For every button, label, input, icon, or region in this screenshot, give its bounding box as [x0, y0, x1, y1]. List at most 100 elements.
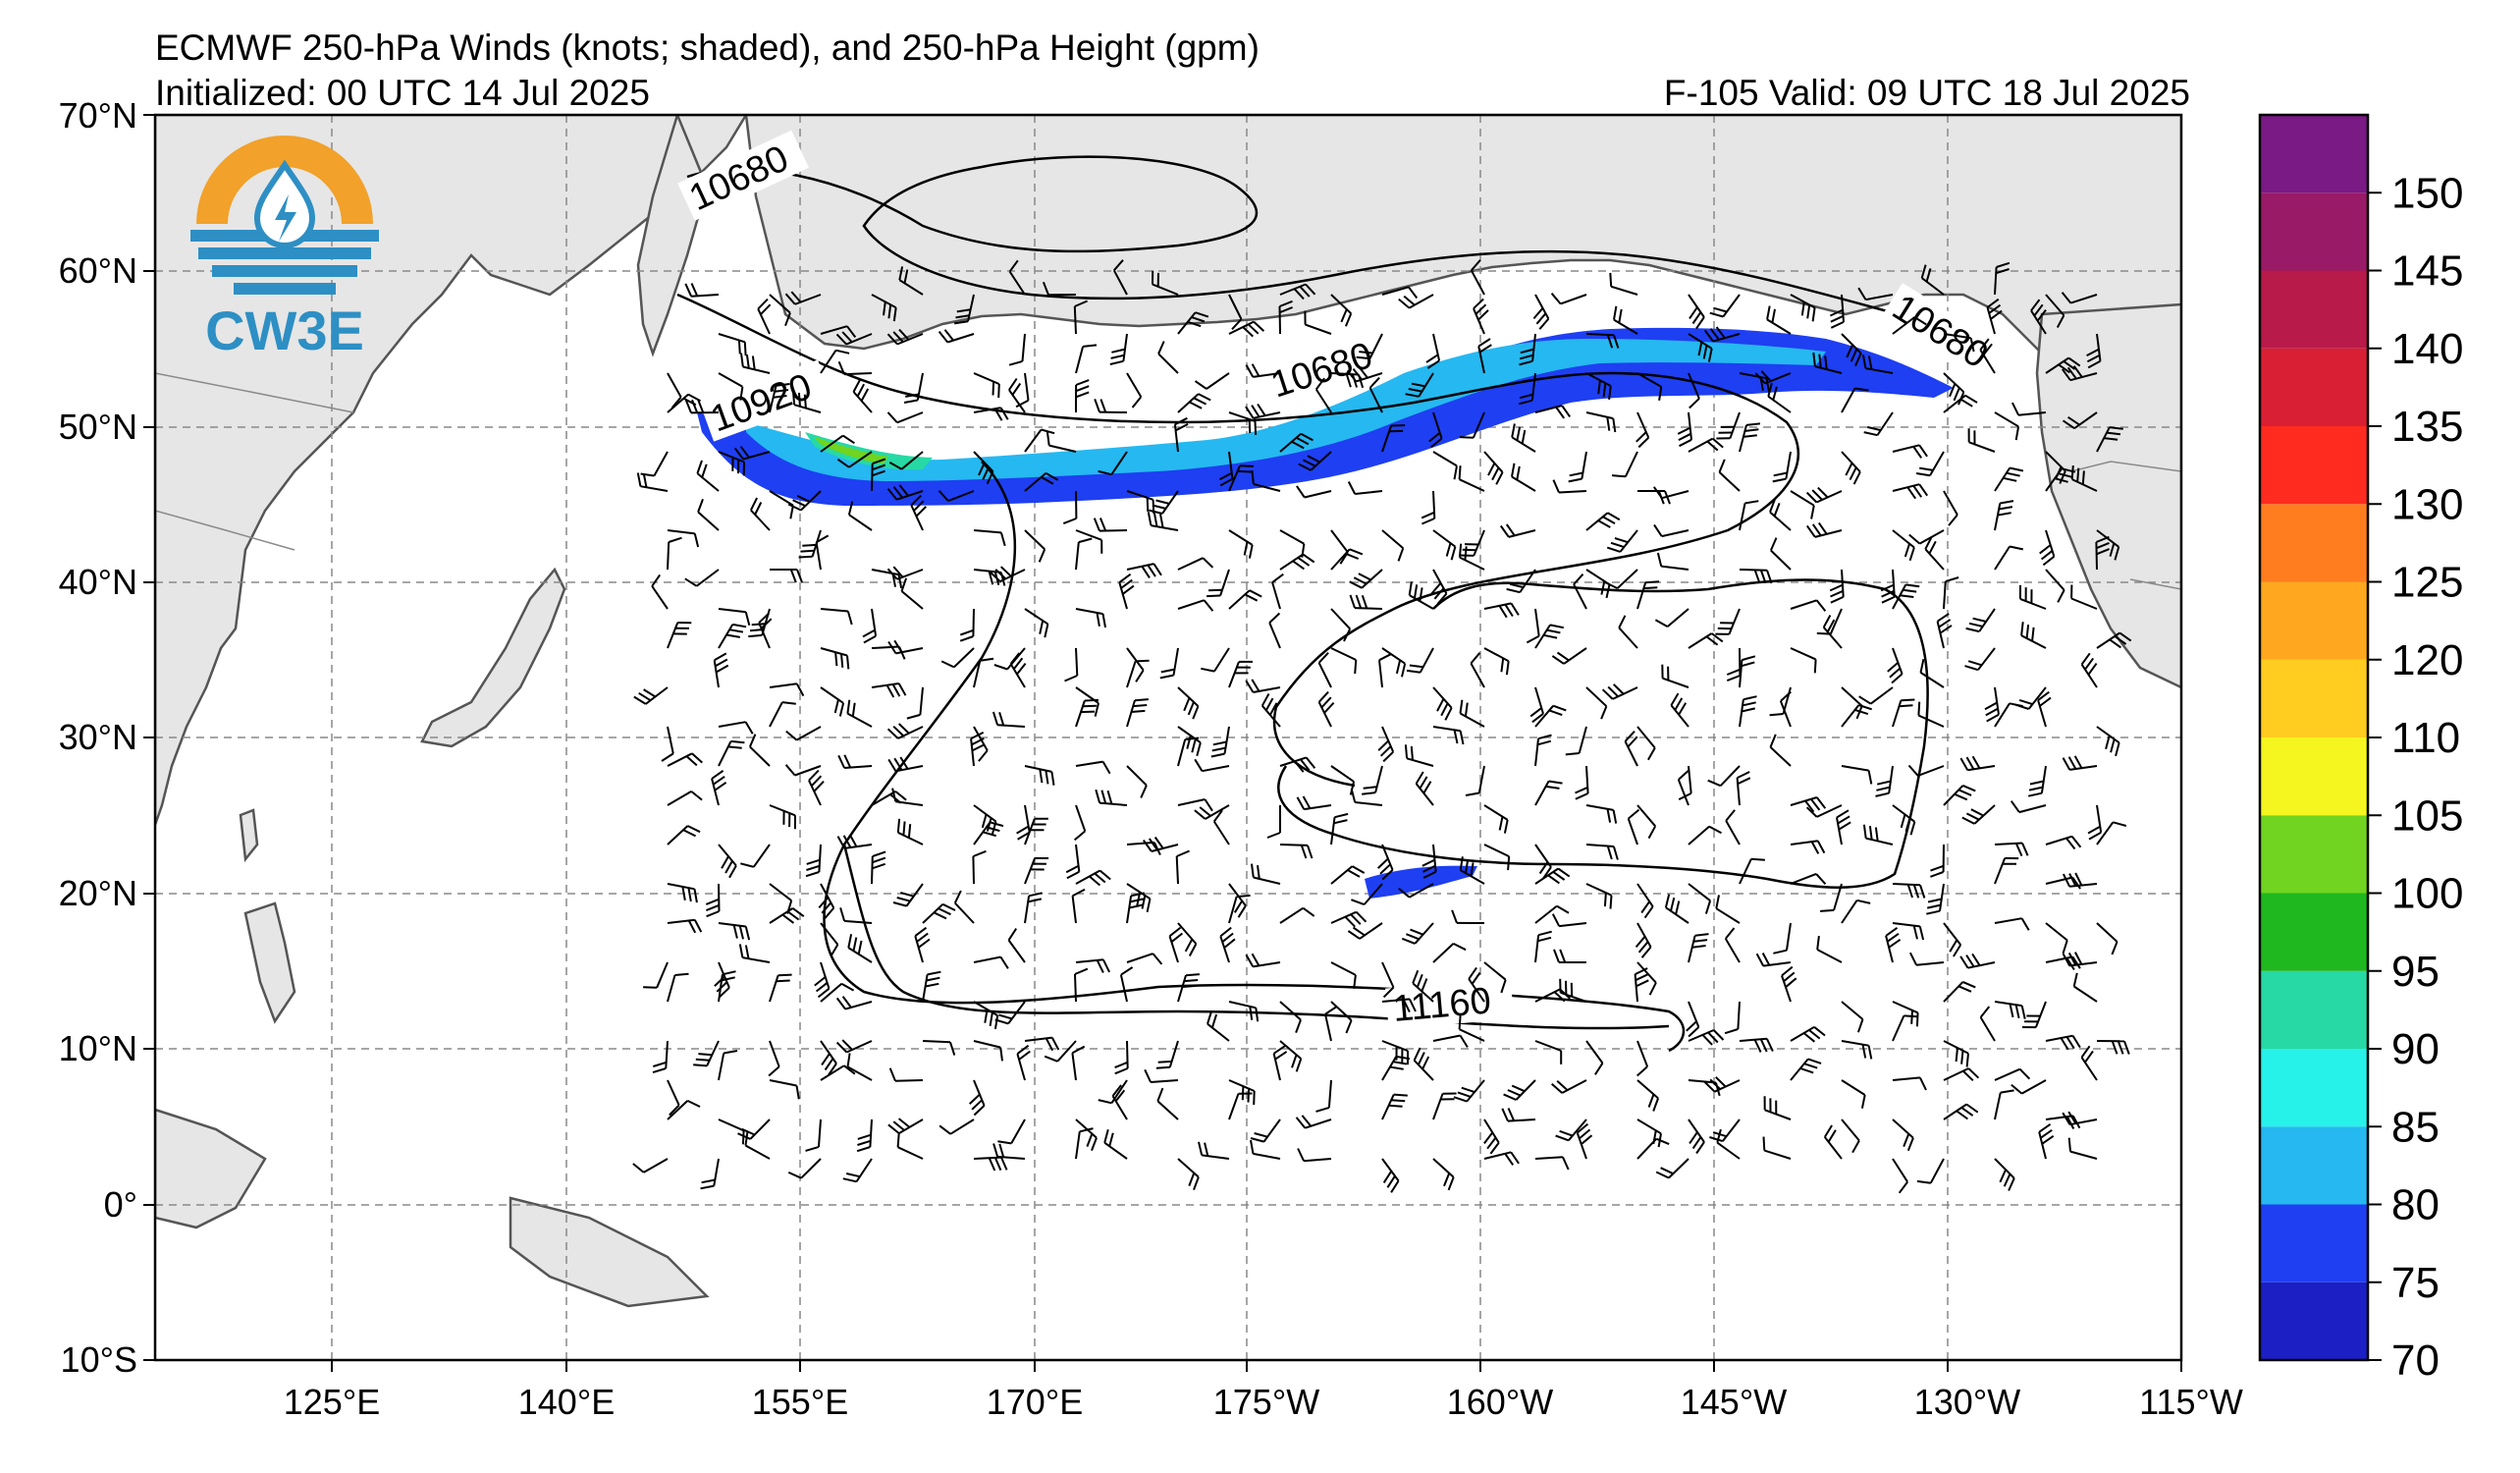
wind-barb-feather [1817, 486, 1829, 499]
wind-barb-feather [1340, 308, 1348, 323]
wind-barb [1636, 372, 1662, 388]
wind-barb [1355, 372, 1383, 383]
wind-barb-feather [789, 505, 794, 519]
wind-barb [1865, 837, 1894, 846]
wind-barb-feather [2039, 544, 2052, 555]
wind-barb-feather [1468, 966, 1477, 980]
wind-barb-feather [953, 890, 962, 904]
colorbar-swatch [2260, 426, 2368, 505]
wind-barb-feather [840, 982, 855, 992]
wind-barb [2040, 765, 2047, 793]
land-alaska [744, 115, 2181, 464]
wind-barb-feather [1829, 583, 1844, 592]
wind-barb-feather [1594, 1063, 1604, 1075]
wind-barb-feather [1612, 846, 1619, 860]
wind-barb-feather [1827, 1129, 1837, 1143]
colorbar-swatch [2260, 115, 2368, 193]
wind-barb [1414, 922, 1434, 945]
wind-barb-feather [978, 749, 989, 762]
wind-barb [1769, 511, 1792, 531]
wind-barb [815, 542, 822, 571]
wind-barb [1739, 660, 1743, 688]
wind-barb [1110, 451, 1128, 475]
wind-barb-feather [1042, 281, 1049, 296]
wind-barb [1508, 529, 1536, 538]
wind-barb-feather [2057, 589, 2065, 603]
wind-barb [757, 308, 771, 335]
wind-barb [1432, 569, 1448, 594]
wind-barb [1618, 627, 1638, 649]
wind-barb-feather [892, 486, 903, 499]
wind-barb-feather [1305, 756, 1316, 769]
wind-barb-feather [1959, 757, 1969, 771]
wind-barb [1833, 883, 1843, 911]
wind-barb-feather [1903, 1014, 1918, 1018]
wind-barb-feather [636, 472, 642, 487]
wind-barb-feather [846, 611, 853, 626]
wind-barb-feather [1426, 359, 1440, 369]
initialized-time: Initialized: 00 UTC 14 Jul 2025 [155, 73, 650, 113]
wind-barb-feather [1543, 633, 1558, 639]
wind-barb-feather [1194, 758, 1204, 772]
wind-barb [1613, 318, 1638, 335]
wind-barb [711, 778, 720, 806]
wind-barb-feather [1141, 566, 1151, 578]
wind-barb-feather [1753, 1039, 1762, 1053]
wind-barb-feather [1354, 659, 1358, 675]
wind-barb [1330, 765, 1355, 783]
wind-barb-feather [1635, 967, 1648, 976]
wind-barb [1483, 1118, 1500, 1144]
wind-barb-feather [1210, 1013, 1218, 1028]
wind-barb-feather [938, 907, 951, 916]
wind-barb-feather [1491, 466, 1500, 481]
wind-barb-feather [806, 858, 821, 865]
wind-barb [1099, 529, 1128, 532]
wind-barb-feather [1507, 856, 1511, 871]
wind-barb [1432, 529, 1456, 548]
wind-barb [1924, 548, 1945, 571]
wind-barb-feather [902, 821, 906, 836]
wind-barb [1008, 389, 1026, 413]
wind-barb-feather [1741, 661, 1755, 668]
wind-barb [1763, 961, 1792, 967]
wind-barb-feather [2059, 470, 2066, 484]
wind-barb-feather [1930, 864, 1945, 872]
wind-barb [1483, 1151, 1512, 1160]
wind-barb-feather [1098, 469, 1112, 476]
wind-barb-feather [1813, 1026, 1826, 1037]
wind-barb-feather [843, 1064, 856, 1075]
wind-barb [896, 411, 924, 424]
lon-label: 160°W [1447, 1382, 1553, 1422]
wind-barb-feather [1640, 900, 1651, 914]
wind-barb [1688, 1029, 1715, 1042]
wind-barb-feather [1075, 379, 1090, 386]
wind-barb [1688, 825, 1710, 846]
wind-barb [1725, 820, 1741, 846]
wind-barb [758, 622, 771, 649]
lat-ticks [143, 114, 155, 1361]
wind-barb-feather [1611, 474, 1626, 478]
wind-barb [718, 974, 724, 1003]
wind-barb-feather [1982, 343, 1993, 356]
wind-barb [1330, 1001, 1353, 1021]
wind-barb-feather [1960, 1107, 1974, 1117]
wind-barb [769, 701, 783, 728]
wind-barb [2073, 985, 2098, 1003]
wind-barb [1151, 1079, 1179, 1083]
wind-barb-feather [773, 395, 787, 399]
wind-barb-feather [1766, 305, 1771, 320]
height-contours [676, 155, 1935, 1053]
wind-barb-feather [1279, 306, 1293, 314]
wind-barb-feather [1653, 523, 1663, 537]
wind-barb-feather [840, 653, 844, 668]
wind-barb-feather [1146, 898, 1152, 913]
wind-barb-feather [744, 611, 751, 627]
wind-barb [1253, 483, 1281, 492]
wind-barb-feather [745, 354, 750, 369]
wind-barb-feather [1347, 930, 1361, 940]
wind-barb [1126, 699, 1136, 728]
wind-barb-feather [1613, 305, 1618, 320]
wind-barb [871, 463, 874, 492]
wind-barb-feather [1504, 1153, 1515, 1166]
wind-barb [1305, 1118, 1332, 1129]
